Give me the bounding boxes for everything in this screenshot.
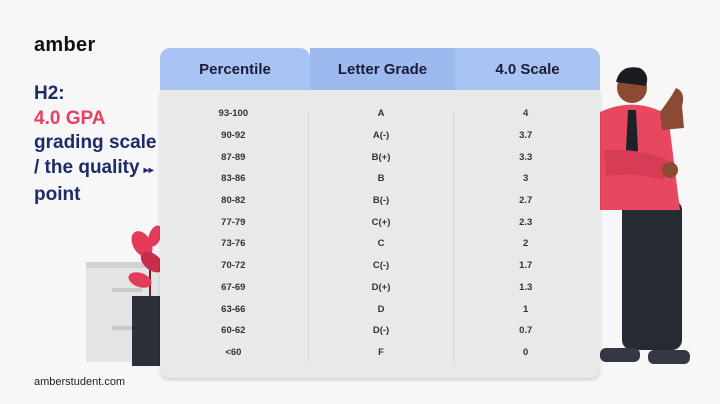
table-row: 93-100 A 4 xyxy=(160,103,600,125)
scale-cell: 4 xyxy=(523,108,529,120)
scale-cell: 3.7 xyxy=(519,130,533,142)
table-rows: 93-100 A 4 90-92 A(-) 3.7 87-89 B(+) 3.3 83-86 B 3 8… xyxy=(160,103,600,363)
scale-cell: 3.3 xyxy=(519,151,533,163)
table-row: 63-66 D 1 xyxy=(160,298,600,320)
scale-cell: 1.3 xyxy=(519,281,533,293)
scale-cell: 1 xyxy=(523,303,529,315)
letter-grade-cell: B xyxy=(377,173,385,185)
percentile-cell: 90-92 xyxy=(221,130,246,142)
plant-illustration xyxy=(128,225,164,366)
table-row: 87-89 B(+) 3.3 xyxy=(160,146,600,168)
percentile-cell: 60-62 xyxy=(221,325,246,337)
letter-grade-cell: A xyxy=(377,108,385,120)
letter-grade-cell: D(-) xyxy=(372,325,390,337)
grade-table: Percentile Letter Grade 4.0 Scale 93-100… xyxy=(160,48,600,378)
letter-grade-cell: B(+) xyxy=(371,151,391,163)
letter-grade-cell: F xyxy=(378,346,384,358)
brand-logo: amber xyxy=(34,34,96,56)
scale-cell: 3 xyxy=(523,173,529,185)
letter-grade-cell: D xyxy=(377,303,385,315)
table-row: 90-92 A(-) 3.7 xyxy=(160,125,600,147)
table-row: 70-72 C(-) 1.7 xyxy=(160,255,600,277)
page-heading: H2: 4.0 GPA grading scale / the quality ▸… xyxy=(34,82,164,208)
scale-cell: 1.7 xyxy=(519,260,533,272)
letter-grade-cell: C(-) xyxy=(372,260,390,272)
scale-cell: 2.7 xyxy=(519,195,533,207)
heading-accent: 4.0 GPA xyxy=(34,107,106,129)
header-scale: 4.0 Scale xyxy=(455,48,600,90)
table-header: Percentile Letter Grade 4.0 Scale xyxy=(160,48,600,90)
percentile-cell: 93-100 xyxy=(218,108,249,120)
person-illustration xyxy=(600,67,690,364)
double-arrow-icon: ▸▸ xyxy=(143,164,154,176)
percentile-cell: 83-86 xyxy=(221,173,246,185)
column-divider xyxy=(453,112,454,362)
letter-grade-cell: D(+) xyxy=(371,281,391,293)
heading-rest: grading scale / the quality xyxy=(34,132,157,178)
percentile-cell: 80-82 xyxy=(221,195,246,207)
percentile-cell: 77-79 xyxy=(221,216,246,228)
scale-cell: 2 xyxy=(523,238,529,250)
table-row: 80-82 B(-) 2.7 xyxy=(160,190,600,212)
table-row: <60 F 0 xyxy=(160,342,600,364)
table-body: 93-100 A 4 90-92 A(-) 3.7 87-89 B(+) 3.3 83-86 B 3 8… xyxy=(160,90,600,378)
header-percentile: Percentile xyxy=(160,48,310,90)
footer-url: amberstudent.com xyxy=(34,376,126,388)
percentile-cell: 70-72 xyxy=(221,260,246,272)
table-row: 77-79 C(+) 2.3 xyxy=(160,211,600,233)
table-row: 60-62 D(-) 0.7 xyxy=(160,320,600,342)
percentile-cell: 73-76 xyxy=(221,238,246,250)
heading-prefix: H2: xyxy=(34,83,65,104)
percentile-cell: 63-66 xyxy=(221,303,246,315)
percentile-cell: <60 xyxy=(225,346,242,358)
percentile-cell: 87-89 xyxy=(221,151,246,163)
letter-grade-cell: C(+) xyxy=(371,216,391,228)
table-row: 73-76 C 2 xyxy=(160,233,600,255)
table-row: 67-69 D(+) 1.3 xyxy=(160,277,600,299)
scale-cell: 2.3 xyxy=(519,216,533,228)
scale-cell: 0 xyxy=(523,346,529,358)
letter-grade-cell: A(-) xyxy=(372,130,390,142)
table-row: 83-86 B 3 xyxy=(160,168,600,190)
column-divider xyxy=(308,112,309,362)
header-letter-grade: Letter Grade xyxy=(310,48,455,90)
heading-last: point xyxy=(34,184,81,205)
scale-cell: 0.7 xyxy=(519,325,533,337)
percentile-cell: 67-69 xyxy=(221,281,246,293)
letter-grade-cell: C xyxy=(377,238,385,250)
letter-grade-cell: B(-) xyxy=(372,195,390,207)
